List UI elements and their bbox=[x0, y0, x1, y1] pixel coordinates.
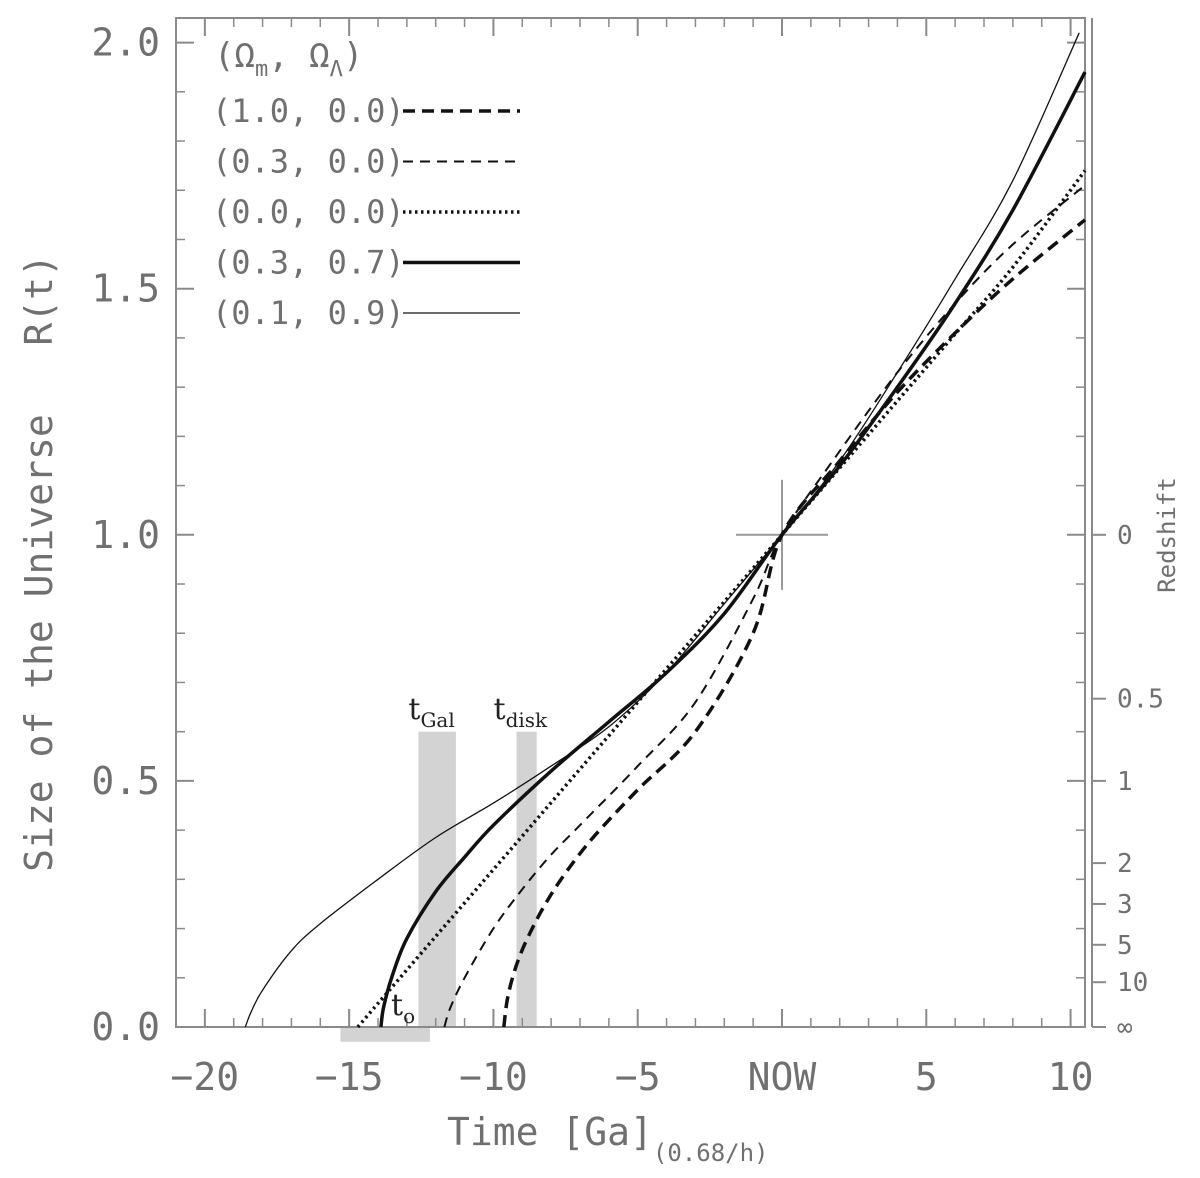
annotation-label-t_gal: tGal bbox=[408, 692, 454, 732]
legend-entry-label: (0.1, 0.9) bbox=[212, 294, 405, 332]
redshift-tick-label: 0 bbox=[1117, 521, 1133, 551]
annotation-sub: Gal bbox=[420, 708, 454, 732]
series-line-dashed bbox=[443, 184, 1086, 1028]
series-line-thick-dashed bbox=[502, 218, 1087, 1028]
x-tick-label: −10 bbox=[459, 1055, 528, 1099]
band-t_disk bbox=[516, 731, 537, 1027]
legend-entry-label: (0.3, 0.7) bbox=[212, 244, 405, 282]
plot-axes: −20 −15 −10 −5 NOW 5 10 0.0 0.5 1.0 1.5 2.0 0 0.5 1 2 3 5… bbox=[91, 17, 1164, 1099]
legend-entry-label: (1.0, 0.0) bbox=[212, 92, 405, 130]
y-tick-label: 1.0 bbox=[91, 513, 160, 557]
redshift-tick-label: ∞ bbox=[1117, 1013, 1133, 1043]
redshift-tick-label: 5 bbox=[1117, 931, 1133, 961]
band-t_zero bbox=[340, 1027, 430, 1042]
legend: (Ωm, ΩΛ) (1.0, 0.0) (0.3, 0.0) (0.0, 0.0) (0… bbox=[212, 36, 520, 332]
x-tick-label: −15 bbox=[315, 1055, 384, 1099]
legend-header-mid: , Ω bbox=[268, 36, 329, 76]
x-tick-label: 5 bbox=[915, 1055, 938, 1099]
legend-header-sub-lambda: Λ bbox=[330, 57, 343, 82]
legend-entry-label: (0.3, 0.0) bbox=[212, 143, 405, 181]
legend-header-sub-m: m bbox=[255, 57, 268, 82]
x-tick-label: 10 bbox=[1048, 1055, 1094, 1099]
y-tick-label: 0.0 bbox=[91, 1005, 160, 1049]
series-line-dotted bbox=[356, 169, 1087, 1029]
annotation-sub: disk bbox=[506, 708, 548, 732]
y-tick-label: 0.5 bbox=[91, 759, 160, 803]
annotation-base: t bbox=[408, 692, 420, 727]
redshift-tick-label: 3 bbox=[1117, 890, 1133, 920]
series-line-thin-solid bbox=[244, 32, 1080, 1028]
y-tick-label: 1.5 bbox=[91, 267, 160, 311]
redshift-tick-label: 2 bbox=[1117, 849, 1133, 879]
x-axis-title-sub: (0.68/h) bbox=[653, 1139, 769, 1167]
x-axis-title-main: Time [Ga](0.68/h) bbox=[447, 1110, 769, 1167]
legend-header: (Ωm, ΩΛ) bbox=[214, 36, 363, 82]
series-lines bbox=[244, 32, 1087, 1029]
right-axis-title: Redshift bbox=[1153, 477, 1181, 593]
annotation-base: t bbox=[391, 988, 403, 1023]
y-axis-title: Size of the Universe R(t) bbox=[17, 254, 61, 872]
legend-header-open: (Ω bbox=[214, 36, 255, 76]
x-tick-label: −20 bbox=[171, 1055, 240, 1099]
series-line-thick-solid bbox=[379, 71, 1087, 1028]
redshift-tick-label: 0.5 bbox=[1117, 685, 1164, 715]
annotation-label-t_zero: to bbox=[391, 988, 415, 1028]
x-axis-title-text: Time [Ga] bbox=[447, 1110, 653, 1154]
x-tick-label: NOW bbox=[748, 1055, 817, 1099]
annotation-base: t bbox=[494, 692, 506, 727]
legend-header-close: ) bbox=[343, 36, 363, 76]
band-t_gal bbox=[418, 731, 456, 1027]
plot-frame bbox=[175, 17, 1086, 1028]
annotation-sub: o bbox=[403, 1004, 415, 1028]
redshift-tick-label: 10 bbox=[1117, 968, 1148, 998]
x-tick-label: −5 bbox=[615, 1055, 661, 1099]
legend-entry-label: (0.0, 0.0) bbox=[212, 193, 405, 231]
redshift-tick-label: 1 bbox=[1117, 767, 1133, 797]
annotation-label-t_disk: tdisk bbox=[494, 692, 549, 732]
y-tick-label: 2.0 bbox=[91, 21, 160, 65]
x-axis-title: Time [Ga](0.68/h) bbox=[447, 1110, 769, 1167]
